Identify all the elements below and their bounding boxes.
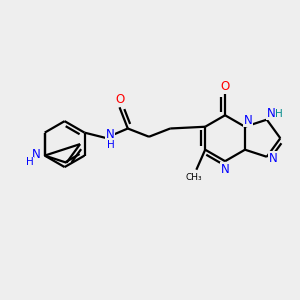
Text: N: N bbox=[106, 128, 115, 141]
Text: N: N bbox=[267, 107, 276, 120]
Text: H: H bbox=[106, 140, 114, 150]
Text: N: N bbox=[244, 114, 252, 127]
Text: CH₃: CH₃ bbox=[186, 172, 202, 182]
Text: N: N bbox=[32, 148, 41, 160]
Text: H: H bbox=[275, 109, 283, 119]
Text: N: N bbox=[269, 152, 278, 165]
Text: H: H bbox=[26, 157, 33, 167]
Text: O: O bbox=[220, 80, 230, 93]
Text: N: N bbox=[221, 163, 230, 176]
Text: O: O bbox=[115, 93, 124, 106]
